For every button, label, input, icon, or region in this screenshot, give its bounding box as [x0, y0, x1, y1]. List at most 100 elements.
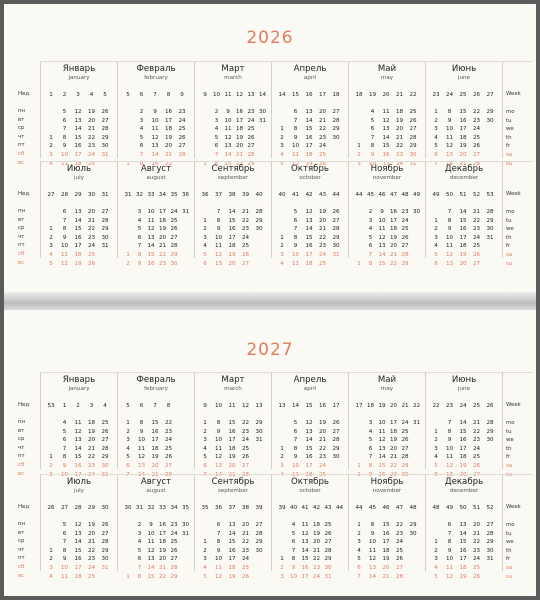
day-cell: 4 [368, 226, 373, 233]
month-name-latin: july [74, 175, 84, 181]
day-cell: 24 [472, 126, 481, 133]
day-cell: 23 [87, 556, 96, 563]
day-cell: 11 [151, 126, 159, 133]
month-name: Март [221, 375, 245, 385]
day-cell: 22 [389, 260, 398, 267]
day-cell: 17 [228, 437, 236, 444]
day-cell: 23 [395, 152, 404, 158]
day-cell: 2 [139, 109, 144, 115]
day-cell: 17 [305, 463, 313, 469]
week-label: Нед [18, 191, 30, 197]
day-cell: 10 [368, 160, 377, 167]
week-number: 40 [289, 505, 298, 511]
month-name: Февраль [136, 64, 176, 74]
day-cell: 2 [434, 117, 438, 124]
week-number: 41 [291, 192, 300, 198]
day-cell: 27 [395, 565, 404, 571]
day-cell: 27 [101, 117, 109, 124]
weekday-labels: пн вт ср чт пт сб вс [18, 418, 38, 478]
weekday-label: пт [18, 142, 25, 149]
week-number: 44 [335, 505, 344, 511]
day-cell: 7 [447, 209, 452, 215]
week-number: 36 [201, 192, 209, 198]
day-cell: 1 [280, 445, 284, 452]
day-cell: 16 [382, 152, 390, 158]
day-cell: 30 [101, 143, 109, 150]
day-cell: 4 [49, 252, 53, 258]
day-cell: 30 [486, 547, 494, 554]
day-cell: 28 [409, 134, 417, 141]
day-cell: 1 [434, 109, 438, 115]
day-cell: 5 [368, 234, 373, 241]
day-cell: 21 [164, 152, 173, 158]
day-cell: 25 [324, 522, 332, 528]
day-cell: 20 [389, 445, 398, 452]
weekday-label-en: mo [506, 209, 515, 215]
day-cell: 4 [368, 428, 373, 435]
weekday-label: ср [18, 538, 25, 545]
weekday-label-en: sa [506, 462, 513, 469]
day-cell: 3 [357, 539, 361, 546]
day-cell: 6 [137, 556, 142, 563]
day-cell: 25 [170, 539, 178, 546]
day-cell: 25 [318, 260, 327, 267]
day-cell: 18 [158, 217, 167, 224]
day-cell: 1 [357, 463, 361, 469]
day-cell: 15 [459, 539, 467, 546]
day-cell: 16 [305, 134, 313, 141]
day-cell: 12 [137, 454, 146, 461]
day-cell: 26 [241, 454, 250, 461]
day-cell: 23 [318, 454, 327, 461]
day-cell: 1 [126, 573, 130, 580]
weekday-label-en: sa [506, 564, 513, 571]
week-number: 46 [382, 505, 390, 511]
day-cell: 19 [459, 463, 467, 469]
day-cell: 7 [368, 454, 373, 461]
day-cell: 30 [255, 226, 263, 233]
week-number: 49 [412, 192, 421, 198]
day-cell: 5 [434, 143, 438, 150]
day-cell: 14 [151, 152, 159, 158]
day-cell: 1 [280, 126, 284, 133]
day-cell: 22 [235, 160, 244, 167]
week-number: 46 [378, 192, 386, 198]
day-cell: 4 [137, 217, 142, 224]
day-cell: 31 [486, 556, 494, 563]
day-cell: 30 [332, 134, 340, 141]
day-cell: 21 [318, 437, 327, 444]
day-cell: 16 [151, 428, 159, 435]
month-name: Март [221, 64, 245, 74]
day-cell: 15 [301, 556, 309, 563]
day-cell: 24 [472, 445, 481, 452]
day-cell: 18 [305, 152, 313, 158]
day-cell: 19 [158, 226, 167, 233]
day-cell: 27 [241, 260, 250, 267]
day-cell: 11 [137, 445, 146, 452]
day-cell: 24 [318, 463, 327, 469]
week-number: 36 [181, 192, 190, 198]
week-number: 49 [432, 192, 440, 198]
day-cell: 23 [318, 134, 327, 141]
day-cell: 5 [126, 454, 130, 461]
day-cell: 24 [241, 556, 250, 563]
day-cell: 20 [459, 260, 467, 267]
day-cell: 29 [101, 134, 109, 141]
week-number: 25 [459, 92, 467, 98]
month-name: Ноябрь [370, 477, 404, 487]
day-cell: 26 [241, 573, 250, 580]
day-cell: 15 [74, 226, 82, 233]
day-cell: 15 [224, 160, 232, 167]
day-cell: 8 [370, 522, 375, 528]
weekday-label-en: sa [506, 151, 513, 158]
month-block: Октябрь october 39 40 41 42 43 44 4 11 18 25 5 12 19 26… [271, 474, 348, 580]
day-cell: 22 [87, 454, 96, 461]
day-cell: 30 [486, 437, 494, 444]
week-number: 52 [486, 505, 494, 511]
month-block: Октябрь october 40 41 42 43 44 5 12 19 26 6 13 20 27 7 1… [271, 161, 348, 267]
day-cell: 27 [332, 109, 340, 115]
day-cell: 25 [241, 445, 250, 452]
day-cell: 9 [447, 437, 452, 444]
day-cell: 22 [472, 109, 481, 115]
day-cell: 8 [216, 539, 221, 546]
day-cell: 7 [62, 126, 67, 133]
